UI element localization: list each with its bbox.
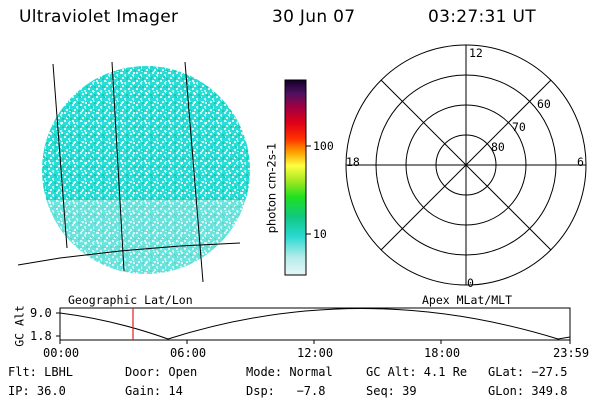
orbit-altitude-plot xyxy=(56,307,571,344)
status-ip: IP: 36.0 xyxy=(8,384,66,398)
time-label: 03:27:31 UT xyxy=(428,7,536,27)
colorbar xyxy=(284,79,307,276)
orbit-xtick: 12:00 xyxy=(297,346,334,360)
mlat-label-70: 70 xyxy=(512,120,526,134)
orbit-xtick: 00:00 xyxy=(43,346,80,360)
colorbar-ticks xyxy=(306,145,311,235)
status-gain: Gain: 14 xyxy=(125,384,183,398)
uv-disk-image xyxy=(42,66,250,274)
colorbar-tick-100: 100 xyxy=(313,139,334,153)
status-seq: Seq: 39 xyxy=(366,384,417,398)
mlt-label-6: 6 xyxy=(577,155,584,169)
mlat-label-60: 60 xyxy=(537,97,551,111)
orbit-xtick: 06:00 xyxy=(170,346,207,360)
date-label: 30 Jun 07 xyxy=(272,7,356,27)
apex-caption: Apex MLat/MLT xyxy=(422,293,513,307)
colorbar-tick-10: 10 xyxy=(313,227,327,241)
orbit-ylabel: GC Alt xyxy=(12,305,27,347)
mlt-label-0: 0 xyxy=(467,276,474,290)
orbit-xtick: 23:59 xyxy=(553,346,590,360)
status-dsp: Dsp: −7.8 xyxy=(246,384,326,398)
instrument-title: Ultraviolet Imager xyxy=(19,7,179,27)
mlt-label-18: 18 xyxy=(346,155,360,169)
status-door: Door: Open xyxy=(125,365,198,379)
status-glon: GLon: 349.8 xyxy=(488,384,568,398)
mlt-label-12: 12 xyxy=(469,46,483,60)
status-gc-alt: GC Alt: 4.1 Re xyxy=(366,365,468,379)
mlat-label-80: 80 xyxy=(491,140,505,154)
orbit-xtick: 18:00 xyxy=(424,346,461,360)
orbit-ytick-min: 1.8 xyxy=(30,329,52,343)
geographic-grid xyxy=(17,61,241,283)
orbit-ytick-max: 9.0 xyxy=(30,306,52,320)
status-mode: Mode: Normal xyxy=(246,365,333,379)
status-glat: GLat: −27.5 xyxy=(488,365,568,379)
polar-plot xyxy=(345,44,587,286)
colorbar-unit-label: photon cm-2s-1 xyxy=(264,142,279,234)
geographic-caption: Geographic Lat/Lon xyxy=(68,293,193,307)
status-filter: Flt: LBHL xyxy=(8,365,74,379)
